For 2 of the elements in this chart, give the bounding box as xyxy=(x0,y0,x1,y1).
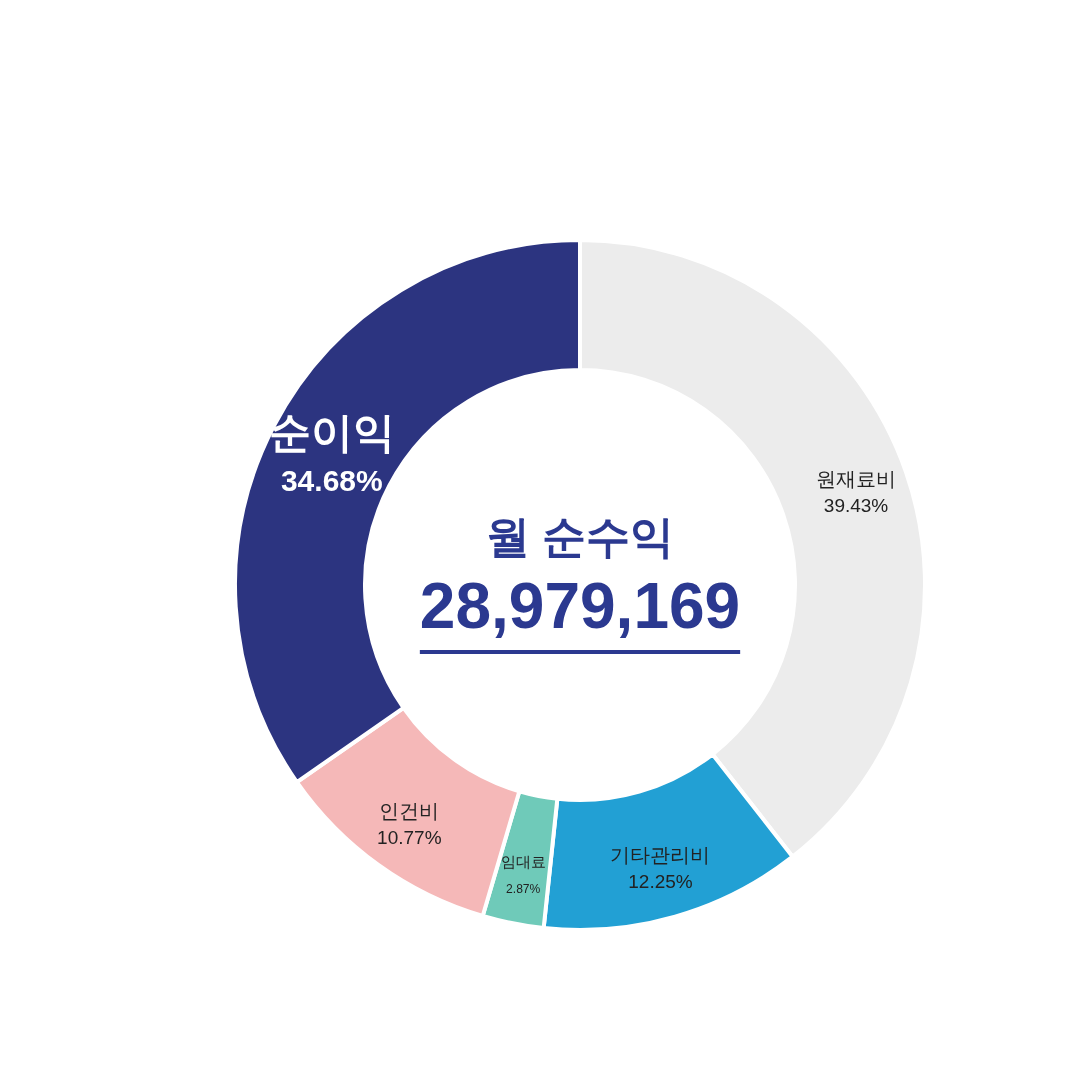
annotation: 28,979,169 xyxy=(419,570,741,642)
annotation: 월 순수익 xyxy=(485,512,675,561)
